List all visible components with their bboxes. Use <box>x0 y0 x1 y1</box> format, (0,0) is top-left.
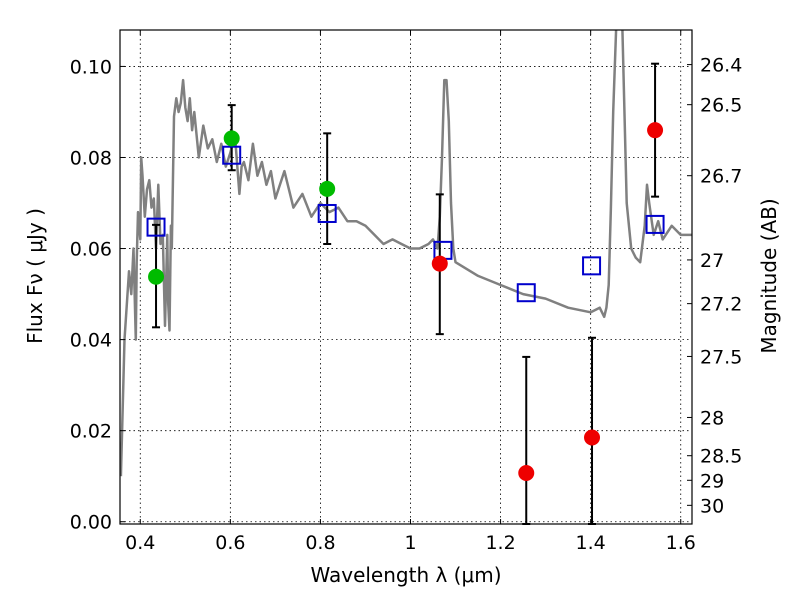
right-tick-label: 27.2 <box>700 294 742 316</box>
plot-area <box>120 30 692 525</box>
y-tick-label: 0.08 <box>70 147 112 169</box>
sed-model-line <box>120 30 692 477</box>
right-tick-label: 27.5 <box>700 346 742 368</box>
data-point <box>148 268 165 285</box>
right-tick-label: 30 <box>700 495 724 517</box>
right-tick-label: 28 <box>700 407 724 429</box>
y-tick-label: 0.02 <box>70 421 112 443</box>
x-tick-label: 0.6 <box>215 532 245 554</box>
model-band-square <box>317 203 337 223</box>
data-point <box>584 429 601 446</box>
y-tick-label: 0.10 <box>70 56 112 78</box>
x-tick-label: 0.8 <box>305 532 335 554</box>
right-tick-label: 26.4 <box>700 55 742 77</box>
right-tick-label: 26.7 <box>700 166 742 188</box>
x-tick-label: 1 <box>404 532 416 554</box>
right-tick-label: 28.5 <box>700 446 742 468</box>
y-tick-label: 0.04 <box>70 330 112 352</box>
model-band-square <box>516 283 536 303</box>
x-tick-label: 1.6 <box>666 532 696 554</box>
model-band-square <box>582 256 602 276</box>
model-band-square <box>146 217 166 237</box>
x-tick-label: 0.4 <box>125 532 155 554</box>
model-band-square <box>222 145 242 165</box>
y-tick-label: 0.06 <box>70 239 112 261</box>
x-tick-label: 1.4 <box>576 532 606 554</box>
model-band-square <box>645 214 665 234</box>
data-point <box>647 122 664 139</box>
data-point <box>518 465 535 482</box>
y-tick-label: 0.00 <box>70 512 112 534</box>
grid-lines <box>120 30 692 524</box>
y-axis-label: Flux Fν ( μJy ) <box>23 208 47 344</box>
x-axis-label: Wavelength λ (μm) <box>310 563 501 587</box>
x-tick-label: 1.2 <box>485 532 515 554</box>
data-point <box>319 180 336 197</box>
right-tick-label: 29 <box>700 470 724 492</box>
data-point <box>223 130 240 147</box>
axis-ticks: 0.4 0.6 0.8 1 1.2 1.4 1.6 0.00 0.02 0.04 0.06 0.08 0… <box>70 30 742 554</box>
right-tick-label: 27 <box>700 250 724 272</box>
data-point <box>431 255 448 272</box>
right-axis-label: Magnitude (AB) <box>757 198 781 353</box>
plot-frame <box>119 29 693 525</box>
right-tick-label: 26.5 <box>700 95 742 117</box>
